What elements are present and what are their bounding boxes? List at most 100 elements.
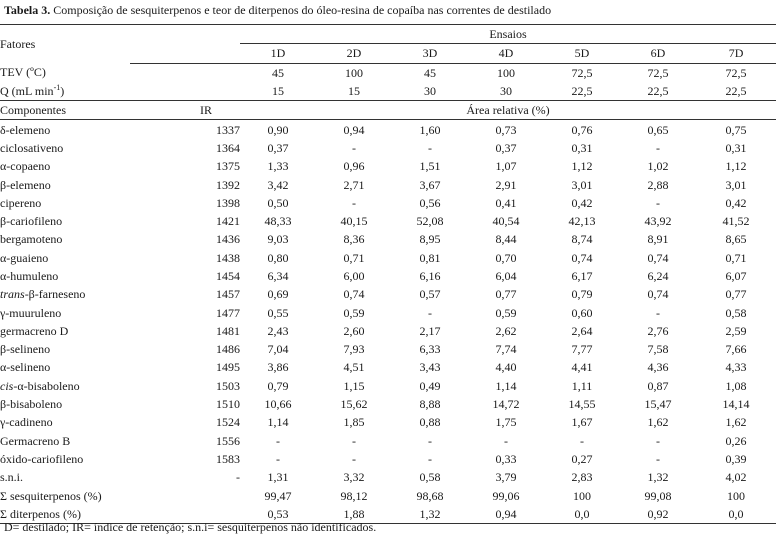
factor-value: 72,5: [647, 65, 669, 80]
component-value: 2,91: [495, 177, 517, 192]
component-value: 8,44: [495, 232, 517, 247]
header-trial: 7D: [696, 43, 777, 64]
component-value: 6,04: [495, 269, 517, 283]
table-row: β-bisaboleno 1510 10,66 15,62 8,88 14,72 14,55…: [0, 395, 776, 413]
header-trial: 4D: [468, 43, 544, 64]
factor-value: 22,5: [696, 81, 777, 102]
component-value: 14,72: [492, 397, 520, 412]
factor-value: 100: [345, 65, 363, 80]
header-trial: 6D: [620, 43, 696, 64]
component-value: 99,08: [644, 488, 672, 503]
component-value: 98,68: [416, 488, 444, 503]
table-row: Σ sesquiterpenos (%) 99,47 98,12 98,68 99,06…: [0, 486, 776, 504]
component-value: 2,71: [343, 177, 365, 192]
component-value: 42,13: [568, 214, 596, 229]
component-value: -: [352, 433, 356, 448]
component-value: 6,17: [571, 269, 593, 283]
header-trial: 5D: [544, 43, 620, 64]
component-name: γ-muuruleno: [0, 305, 62, 320]
component-value: 2,88: [647, 177, 669, 192]
table-row: δ-elemeno 1337 0,90 0,94 1,60 0,73 0,76 0,65 0,7…: [0, 120, 776, 139]
table-row: ciclosativeno 1364 0,37 - - 0,37 0,31 - 0,31: [0, 139, 776, 157]
header-trial: 3D: [392, 43, 468, 64]
component-value: 3,42: [267, 177, 289, 192]
component-name: γ-cadineno: [0, 415, 53, 430]
component-value: 2,83: [571, 470, 593, 485]
component-value: 8,74: [571, 232, 593, 247]
component-ir: 1457: [216, 287, 240, 302]
component-value: 0,79: [267, 378, 289, 393]
component-value: 3,79: [495, 470, 517, 485]
component-value: 1,07: [495, 159, 517, 174]
factor-value: 45: [424, 65, 436, 80]
component-value: 98,12: [340, 488, 368, 503]
component-value: 40,54: [492, 214, 520, 229]
component-value: 0,42: [571, 195, 593, 210]
component-value: 0,57: [419, 287, 441, 302]
component-name: bergamoteno: [0, 232, 63, 247]
component-value: 0,74: [343, 287, 365, 302]
component-value: 0,94: [343, 122, 365, 137]
component-value: 6,24: [647, 269, 669, 283]
table-row: β-elemeno 1392 3,42 2,71 3,67 2,91 3,01 2,88 3,0…: [0, 175, 776, 193]
table-row: α-copaeno 1375 1,33 0,96 1,51 1,07 1,12 1,02 1,1…: [0, 157, 776, 175]
component-value: 7,04: [267, 342, 289, 357]
component-ir: 1375: [216, 159, 240, 174]
component-value: 1,62: [725, 415, 747, 430]
component-value: 0,0: [696, 504, 777, 525]
component-value: 40,15: [340, 214, 368, 229]
component-ir: 1503: [216, 378, 240, 393]
component-value: 0,33: [495, 451, 517, 466]
component-value: 14,55: [568, 397, 596, 412]
component-value: 0,31: [725, 140, 747, 155]
component-value: 0,94: [468, 504, 544, 525]
component-ir: 1477: [216, 305, 240, 320]
table-row: Σ diterpenos (%) 0,53 1,88 1,32 0,94 0,0 0,92 0…: [0, 504, 777, 525]
component-value: 0,60: [571, 305, 593, 320]
component-value: 15,47: [644, 397, 672, 412]
component-name-italic: cis: [0, 378, 14, 393]
data-table: Fatores Ensaios 1D 2D 3D 4D 5D 6D 7D TEV (ºC) 4…: [0, 23, 777, 525]
component-value: 1,12: [571, 159, 593, 174]
factor-value: 45: [272, 65, 284, 80]
component-name: β-selineno: [0, 342, 51, 357]
component-name: Σ sesquiterpenos (%): [0, 488, 102, 503]
table-row: Germacreno B 1556 - - - - - - 0,26: [0, 432, 776, 450]
table-caption: Tabela 3. Composição de sesquiterpenos e…: [4, 2, 774, 18]
component-value: 0,55: [267, 305, 289, 320]
component-name: cis-α-bisaboleno: [0, 377, 130, 395]
component-value: 3,32: [343, 470, 365, 485]
component-value: 2,76: [647, 323, 669, 338]
component-value: 0,96: [343, 159, 365, 174]
component-value: 4,41: [571, 360, 593, 375]
component-name-italic: trans: [0, 287, 25, 302]
component-value: 1,11: [571, 378, 593, 393]
factor-label-main: Q (mL min: [0, 84, 54, 99]
component-name: α-selineno: [0, 360, 51, 375]
header-area-relativa: Área relativa (%): [240, 100, 777, 121]
component-value: 52,08: [416, 214, 444, 229]
component-value: 1,67: [571, 415, 593, 430]
component-value: 1,31: [267, 470, 289, 485]
factor-value: 30: [392, 81, 468, 102]
component-value: 0,59: [343, 305, 365, 320]
table-row: α-humuleno 1454 6,34 6,00 6,16 6,04 6,17 6,24 6,…: [0, 267, 776, 285]
component-ir: [130, 486, 240, 504]
component-value: 1,75: [495, 415, 517, 430]
component-ir: 1510: [216, 397, 240, 412]
header-row-trials: 1D 2D 3D 4D 5D 6D 7D: [0, 43, 777, 64]
factor-value: 100: [497, 65, 515, 80]
component-value: 4,02: [725, 470, 747, 485]
table-caption-label: Tabela 3.: [4, 3, 51, 17]
component-value: 0,56: [419, 195, 441, 210]
component-value: 1,32: [392, 504, 468, 525]
component-value: -: [656, 195, 660, 210]
component-value: 0,27: [571, 451, 593, 466]
table-row: α-selineno 1495 3,86 4,51 3,43 4,40 4,41 4,36 4,…: [0, 358, 776, 376]
component-value: -: [428, 433, 432, 448]
component-value: 9,03: [267, 232, 289, 247]
table-row: bergamoteno 1436 9,03 8,36 8,95 8,44 8,74 8,91 8…: [0, 230, 776, 248]
component-ir: 1392: [216, 177, 240, 192]
table-footnote: D= destilado; IR= índice de retenção; s.…: [4, 520, 377, 534]
component-value: 0,37: [495, 140, 517, 155]
